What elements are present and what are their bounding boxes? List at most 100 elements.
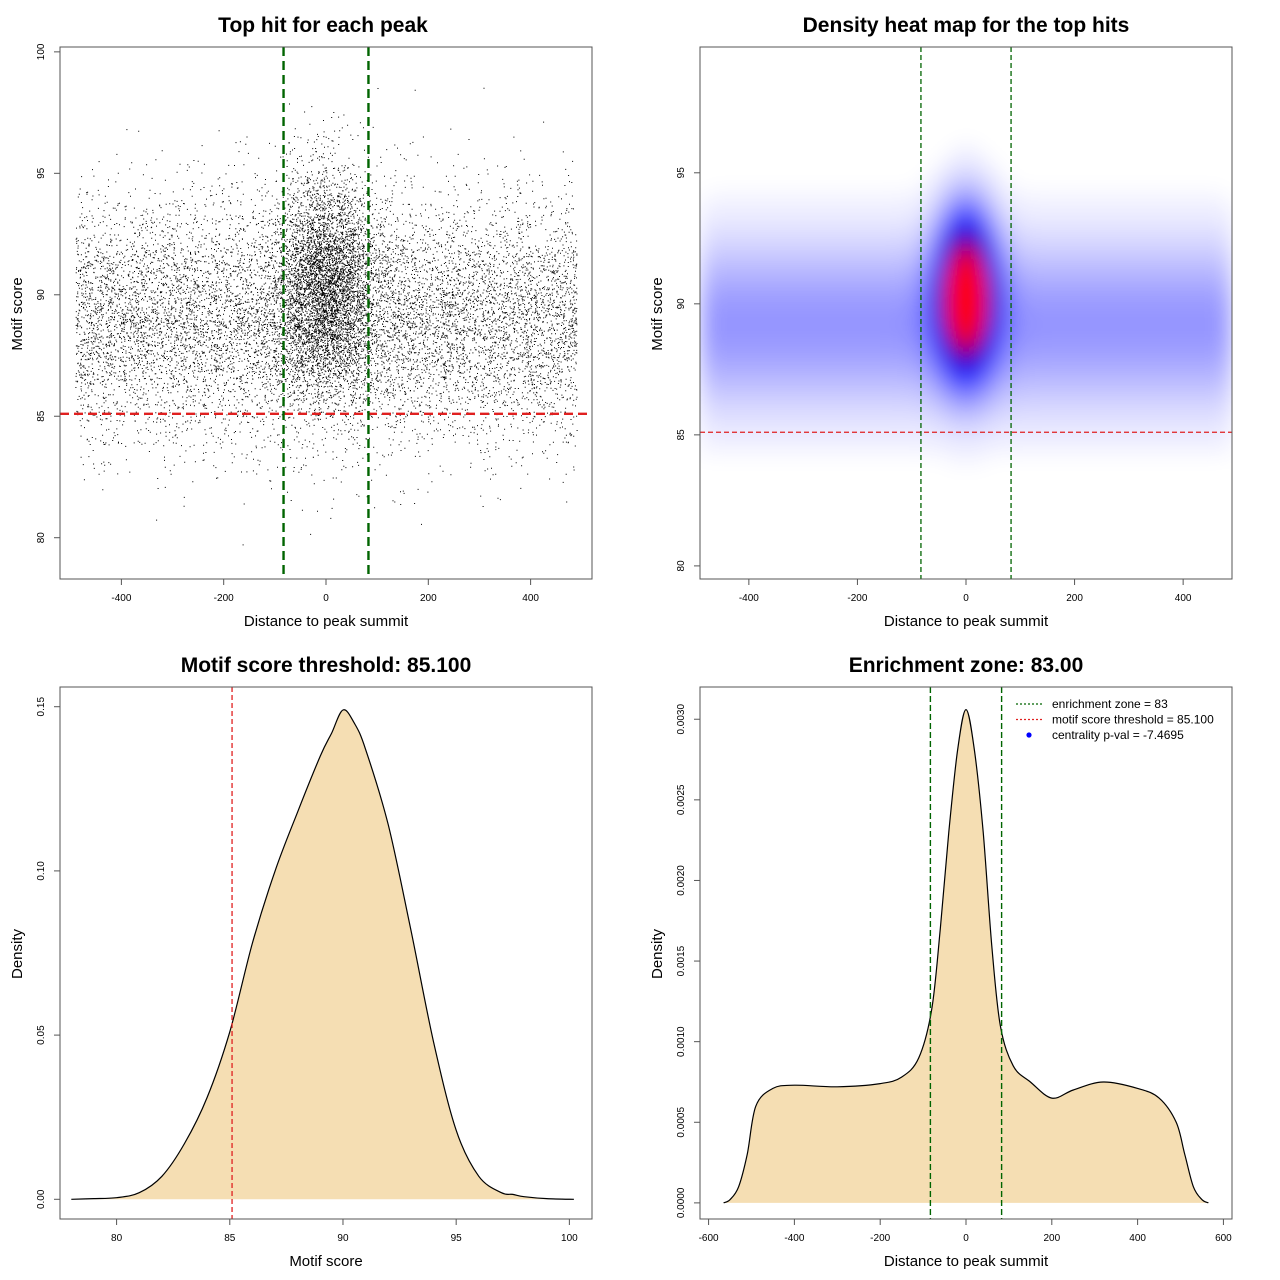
heatmap-cell [709, 417, 720, 428]
heatmap-cell [966, 199, 977, 210]
heatmap-cell [842, 351, 853, 362]
heatmap-cell [871, 446, 882, 457]
heatmap-cell [994, 227, 1005, 238]
heatmap-cell [795, 294, 806, 305]
heatmap-cell [1156, 275, 1167, 286]
heatmap-cell [880, 237, 891, 248]
heatmap-cell [1032, 389, 1043, 400]
heatmap-cell [766, 189, 777, 200]
heatmap-cell [814, 360, 825, 371]
heatmap-cell [1194, 417, 1205, 428]
heatmap-cell [1070, 446, 1081, 457]
heatmap-cell [738, 389, 749, 400]
heatmap-cell [852, 256, 863, 267]
heatmap-cell [1042, 408, 1053, 419]
heatmap-cell [985, 256, 996, 267]
heatmap-cell [1184, 256, 1195, 267]
heatmap-cell [1146, 332, 1157, 343]
heatmap-cell [1032, 446, 1043, 457]
heatmap-cell [1070, 341, 1081, 352]
heatmap-cell [719, 322, 730, 333]
heatmap-cell [1004, 351, 1015, 362]
heatmap-cell [1004, 370, 1015, 381]
heatmap-cell [1118, 398, 1129, 409]
heatmap-cell [1175, 379, 1186, 390]
heatmap-cell [985, 417, 996, 428]
heatmap-cell [1004, 284, 1015, 295]
heatmap-cell [1118, 199, 1129, 210]
heatmap-cell [1203, 275, 1214, 286]
heatmap-cell [1175, 417, 1186, 428]
heatmap-cell [1042, 370, 1053, 381]
heatmap-cell [719, 265, 730, 276]
heatmap-cell [1127, 265, 1138, 276]
heatmap-cell [1099, 341, 1110, 352]
heatmap-cell [1070, 199, 1081, 210]
heatmap-cell [842, 408, 853, 419]
heatmap-cell [766, 265, 777, 276]
heatmap-cell [1004, 189, 1015, 200]
heatmap-cell [994, 332, 1005, 343]
heatmap-cell [1023, 265, 1034, 276]
heatmap-cell [757, 303, 768, 314]
heatmap-cell [966, 303, 977, 314]
heatmap-cell [785, 227, 796, 238]
heatmap-cell [861, 398, 872, 409]
heatmap-cell [928, 360, 939, 371]
heatmap-cell [785, 218, 796, 229]
heatmap-cell [1146, 389, 1157, 400]
heatmap-cell [1137, 360, 1148, 371]
heatmap-cell [1042, 436, 1053, 447]
heatmap-cell [719, 313, 730, 324]
distance-density-reference-lines [929, 687, 1003, 1219]
heatmap-cell [928, 408, 939, 419]
heatmap-cell [937, 208, 948, 219]
heatmap-cell [795, 351, 806, 362]
heatmap-cell [738, 275, 749, 286]
distance-density-xtick-label: -200 [870, 1233, 890, 1244]
heatmap-cell [1118, 322, 1129, 333]
heatmap-cell [1089, 189, 1100, 200]
heatmap-cell [1127, 446, 1138, 457]
heatmap-cell [766, 284, 777, 295]
heatmap-cell [1156, 360, 1167, 371]
heatmap-cell [700, 351, 711, 362]
heatmap-cell [1108, 199, 1119, 210]
heatmap-cell [1042, 303, 1053, 314]
heatmap-cell [700, 379, 711, 390]
heatmap-cell [1032, 303, 1043, 314]
heatmap-cell [747, 436, 758, 447]
heatmap-cell [1013, 351, 1024, 362]
heatmap-cell [728, 408, 739, 419]
heatmap-cell [937, 313, 948, 324]
distance-density-ytick-label: 0.0005 [676, 1107, 687, 1138]
heatmap-cell [1004, 256, 1015, 267]
heatmap-cell [1213, 417, 1224, 428]
heatmap-cell [966, 379, 977, 390]
heatmap-cell [1061, 275, 1072, 286]
heatmap-cell [804, 313, 815, 324]
heatmap-cell [700, 341, 711, 352]
heatmap-cell [899, 265, 910, 276]
heatmap-cell [861, 446, 872, 457]
heatmap-cell [871, 417, 882, 428]
heatmap-cell [738, 237, 749, 248]
heatmap-cell [757, 379, 768, 390]
heatmap-cell [966, 360, 977, 371]
heatmap-cell [1222, 436, 1232, 447]
heatmap-cell [719, 341, 730, 352]
heatmap-cell [956, 284, 967, 295]
heatmap-cell [814, 351, 825, 362]
heatmap-xtick-label: -200 [847, 593, 867, 604]
heatmap-cell [918, 341, 929, 352]
heatmap-cell [1222, 360, 1232, 371]
heatmap-cell [1222, 256, 1232, 267]
heatmap-cell [1146, 284, 1157, 295]
heatmap-cell [1222, 294, 1232, 305]
heatmap-cell [842, 332, 853, 343]
heatmap-cell [1118, 370, 1129, 381]
heatmap-cell [852, 351, 863, 362]
heatmap-cell [842, 360, 853, 371]
heatmap-cell [1070, 351, 1081, 362]
heatmap-cell [1175, 284, 1186, 295]
